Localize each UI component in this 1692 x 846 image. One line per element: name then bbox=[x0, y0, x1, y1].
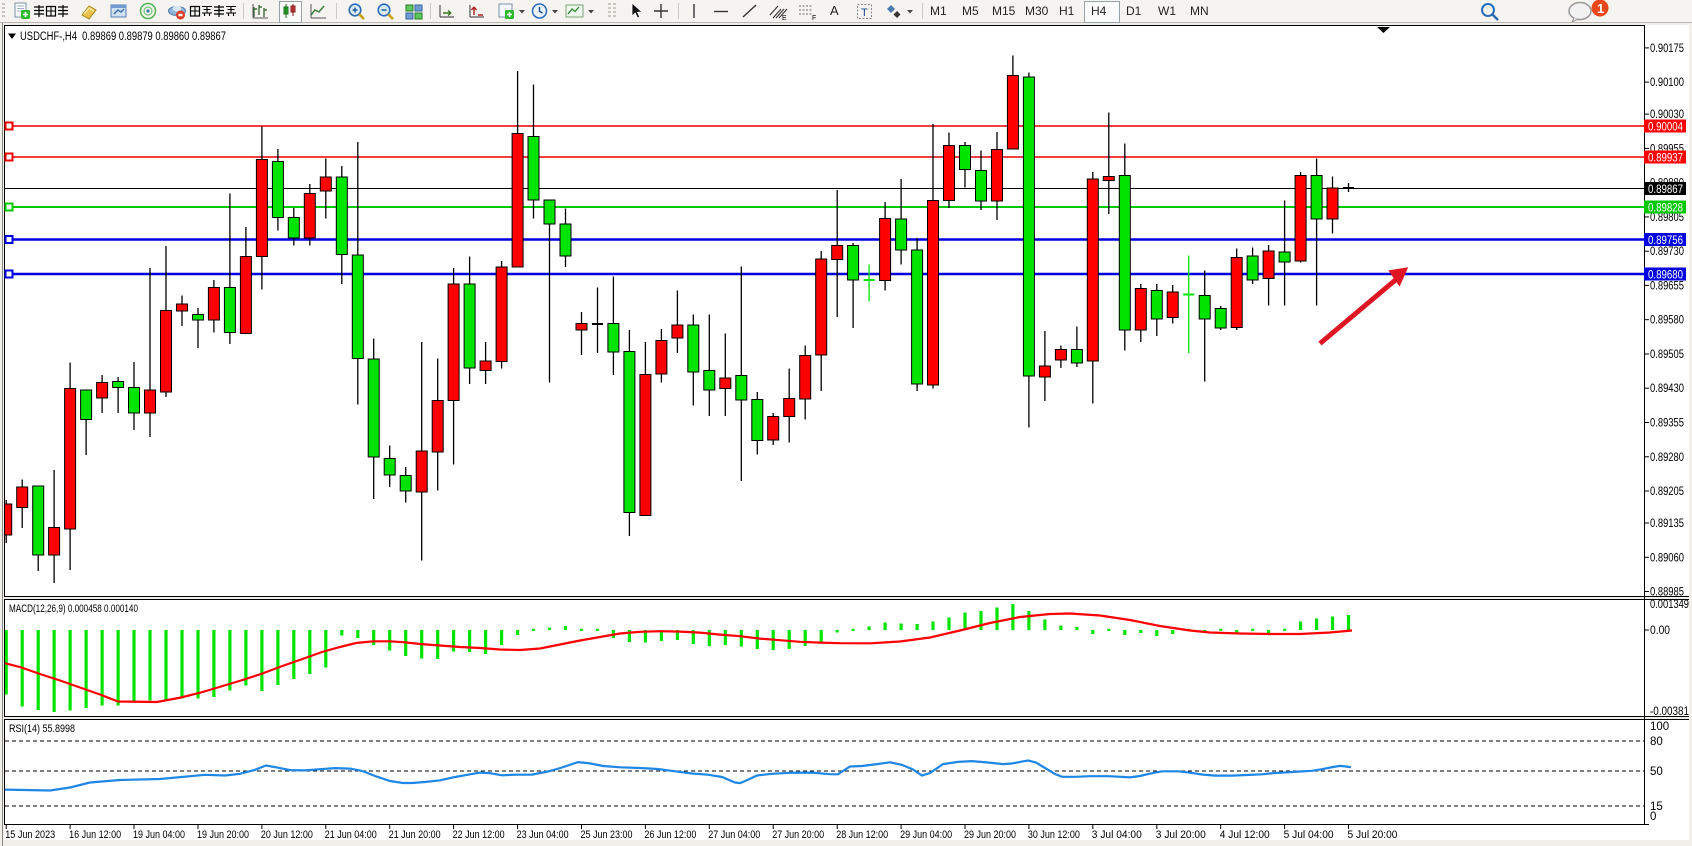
svg-text:25 Jun 23:00: 25 Jun 23:00 bbox=[581, 829, 633, 841]
svg-text:0.89205: 0.89205 bbox=[1650, 486, 1684, 498]
svg-text:0.90004: 0.90004 bbox=[1648, 122, 1684, 134]
svg-text:0.90175: 0.90175 bbox=[1650, 43, 1684, 55]
svg-text:RSI(14) 55.8998: RSI(14) 55.8998 bbox=[9, 723, 75, 735]
svg-text:1: 1 bbox=[1597, 1, 1604, 16]
svg-text:30 Jun 12:00: 30 Jun 12:00 bbox=[1028, 829, 1080, 841]
svg-text:100: 100 bbox=[1650, 721, 1669, 733]
svg-text:-0.00381: -0.00381 bbox=[1650, 706, 1689, 718]
svg-text:27 Jun 20:00: 27 Jun 20:00 bbox=[772, 829, 824, 841]
svg-text:0.89430: 0.89430 bbox=[1650, 383, 1684, 395]
svg-text:0.89730: 0.89730 bbox=[1650, 246, 1684, 258]
svg-text:0.89680: 0.89680 bbox=[1648, 270, 1683, 282]
svg-text:0.90030: 0.90030 bbox=[1650, 109, 1684, 121]
svg-text:0.89505: 0.89505 bbox=[1650, 349, 1684, 361]
svg-text:4 Jul 12:00: 4 Jul 12:00 bbox=[1220, 829, 1270, 841]
svg-text:15: 15 bbox=[1650, 801, 1663, 813]
svg-text:0.89937: 0.89937 bbox=[1648, 153, 1683, 165]
svg-text:0.89060: 0.89060 bbox=[1650, 552, 1684, 564]
svg-text:21 Jun 20:00: 21 Jun 20:00 bbox=[389, 829, 441, 841]
svg-text:0.001349: 0.001349 bbox=[1650, 599, 1689, 611]
svg-text:20 Jun 12:00: 20 Jun 12:00 bbox=[261, 829, 313, 841]
svg-text:0.88985: 0.88985 bbox=[1650, 587, 1684, 599]
svg-text:50: 50 bbox=[1650, 766, 1663, 778]
svg-text:22 Jun 12:00: 22 Jun 12:00 bbox=[453, 829, 505, 841]
svg-text:T: T bbox=[861, 7, 868, 19]
svg-text:15 Jun 2023: 15 Jun 2023 bbox=[5, 829, 55, 841]
svg-text:0.89135: 0.89135 bbox=[1650, 518, 1684, 530]
svg-text:19 Jun 04:00: 19 Jun 04:00 bbox=[133, 829, 185, 841]
svg-text:0.89355: 0.89355 bbox=[1650, 418, 1684, 430]
svg-text:23 Jun 04:00: 23 Jun 04:00 bbox=[517, 829, 569, 841]
svg-text:21 Jun 04:00: 21 Jun 04:00 bbox=[325, 829, 377, 841]
svg-text:5 Jul 20:00: 5 Jul 20:00 bbox=[1348, 829, 1398, 841]
svg-text:0: 0 bbox=[1650, 811, 1656, 823]
svg-text:0.89805: 0.89805 bbox=[1650, 212, 1684, 224]
svg-text:0.90100: 0.90100 bbox=[1650, 77, 1684, 89]
svg-text:19 Jun 20:00: 19 Jun 20:00 bbox=[197, 829, 249, 841]
svg-text:5 Jul 04:00: 5 Jul 04:00 bbox=[1284, 829, 1334, 841]
svg-text:F: F bbox=[812, 15, 816, 21]
svg-text:0.89280: 0.89280 bbox=[1650, 452, 1684, 464]
svg-text:E: E bbox=[782, 15, 787, 21]
svg-text:3 Jul 04:00: 3 Jul 04:00 bbox=[1092, 829, 1142, 841]
svg-text:80: 80 bbox=[1650, 736, 1663, 748]
svg-text:26 Jun 12:00: 26 Jun 12:00 bbox=[644, 829, 696, 841]
svg-text:0.89828: 0.89828 bbox=[1648, 203, 1683, 215]
svg-text:29 Jun 04:00: 29 Jun 04:00 bbox=[900, 829, 952, 841]
svg-text:USDCHF-,H4 0.89869 0.89879 0.: USDCHF-,H4 0.89869 0.89879 0.89860 0.898… bbox=[20, 31, 226, 43]
svg-text:0.89867: 0.89867 bbox=[1648, 184, 1683, 196]
svg-text:16 Jun 12:00: 16 Jun 12:00 bbox=[69, 829, 121, 841]
svg-text:MACD(12,26,9) 0.000458 0.00014: MACD(12,26,9) 0.000458 0.000140 bbox=[9, 603, 138, 615]
svg-text:3 Jul 20:00: 3 Jul 20:00 bbox=[1156, 829, 1206, 841]
svg-text:0.00: 0.00 bbox=[1650, 625, 1670, 637]
svg-text:0.89655: 0.89655 bbox=[1650, 280, 1684, 292]
svg-text:28 Jun 12:00: 28 Jun 12:00 bbox=[836, 829, 888, 841]
svg-text:0.89580: 0.89580 bbox=[1650, 315, 1684, 327]
svg-text:29 Jun 20:00: 29 Jun 20:00 bbox=[964, 829, 1016, 841]
svg-text:0.89756: 0.89756 bbox=[1648, 235, 1683, 247]
svg-text:27 Jun 04:00: 27 Jun 04:00 bbox=[708, 829, 760, 841]
